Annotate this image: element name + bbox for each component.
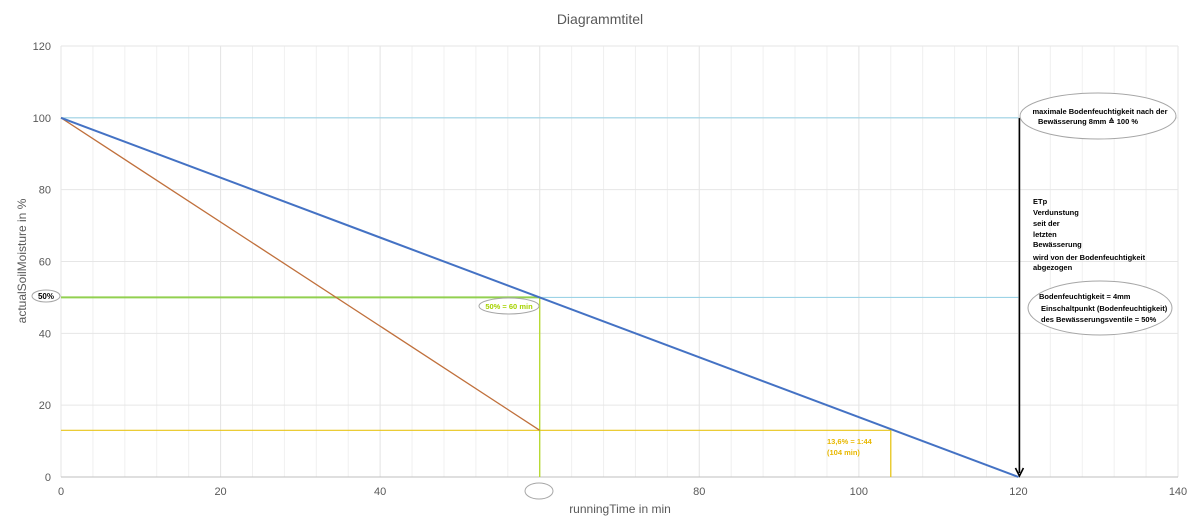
y-tick-label: 120 [33, 41, 51, 53]
x-tick-label: 40 [374, 486, 386, 498]
y-tick-label: 0 [45, 472, 51, 484]
y-axis-title: actualSoilMoisture in % [15, 198, 29, 323]
arrow-note-line-7: abgezogen [1033, 263, 1073, 272]
bottom-note-line-2: Einschaltpunkt (Bodenfeuchtigkeit) [1041, 304, 1168, 313]
series-line-1 [60, 116, 1019, 478]
bottom-note-ellipse [1027, 280, 1173, 336]
y-marker-label: 50% [38, 292, 54, 301]
arrow-note-line-1: ETp [1033, 197, 1048, 206]
x-tick-label: 20 [214, 486, 226, 498]
evaporation-arrow-head [1014, 467, 1025, 478]
x-tick-label: 0 [58, 486, 64, 498]
y-tick-label: 60 [39, 257, 51, 269]
x-tick-label: 140 [1169, 486, 1187, 498]
chart-title: Diagrammtitel [557, 11, 643, 27]
series-line-2 [60, 117, 541, 431]
top-note-line-1: maximale Bodenfeuchtigkeit nach der [1032, 107, 1167, 116]
y-tick-label: 80 [39, 185, 51, 197]
arrow-group [1014, 117, 1025, 478]
y-tick-label: 40 [39, 328, 51, 340]
x-tick-label: 80 [693, 486, 705, 498]
arrow-note-line-3: seit der [1033, 219, 1060, 228]
top-note-line-2: Bewässerung 8mm ≙ 100 % [1038, 117, 1138, 126]
arrow-note-line-4: letzten [1033, 230, 1057, 239]
bottom-note-line-3: des Bewässerungsventile = 50% [1041, 315, 1157, 324]
x-axis-title: runningTime in min [569, 502, 671, 516]
series [60, 116, 1019, 478]
arrow-note-line-2: Verdunstung [1033, 208, 1079, 217]
x-marker-ellipse [524, 482, 554, 500]
top-note-ellipse [1019, 92, 1177, 140]
y-tick-label: 100 [33, 113, 51, 125]
green-note-ellipse [478, 297, 540, 315]
arrow-note-line-5: Bewässerung [1033, 240, 1082, 249]
yellow-note-line-2: (104 min) [827, 448, 860, 457]
green-note: 50% = 60 min [485, 302, 533, 311]
arrow-note-line-6: wird von der Bodenfeuchtigkeit [1032, 253, 1146, 262]
bottom-note-line-1: Bodenfeuchtigkeit = 4mm [1039, 292, 1131, 301]
y-tick-label: 20 [39, 400, 51, 412]
x-tick-label: 120 [1009, 486, 1027, 498]
y-marker-ellipse [31, 289, 61, 303]
x-tick-label: 100 [850, 486, 868, 498]
yellow-note-line-1: 13,6% = 1:44 [827, 437, 873, 446]
